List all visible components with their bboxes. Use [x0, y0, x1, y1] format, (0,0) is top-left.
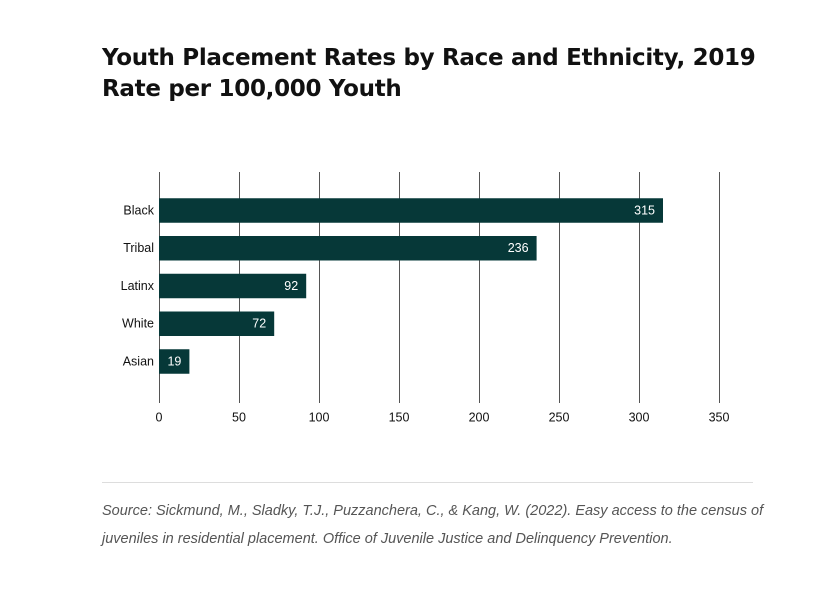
bar-value-label: 72 — [252, 317, 266, 331]
x-tick-label: 250 — [549, 410, 570, 424]
category-label: White — [122, 317, 154, 331]
bar-latinx — [159, 273, 307, 299]
bar-tribal — [159, 236, 537, 261]
x-tick-label: 100 — [309, 410, 330, 424]
bar-value-label: 19 — [167, 354, 181, 368]
chart-title: Youth Placement Rates by Race and Ethnic… — [102, 43, 762, 105]
source-line-2: juveniles in residential placement. Offi… — [102, 531, 673, 547]
bar-value-label: 236 — [508, 241, 529, 255]
source-line-1: Source: Sickmund, M., Sladky, T.J., Puzz… — [102, 503, 764, 519]
category-label: Asian — [123, 354, 154, 368]
x-tick-label: 0 — [156, 410, 163, 424]
bar-white — [159, 311, 275, 336]
bar-black — [159, 198, 663, 223]
category-label: Latinx — [121, 279, 155, 293]
x-tick-label: 200 — [469, 410, 490, 424]
x-tick-labels: 0 50 100 150 200 250 300 350 — [156, 410, 730, 424]
bar-chart: 315 236 92 72 19 Black Tribal Latinx White Asian… — [121, 172, 730, 424]
category-label: Black — [123, 203, 154, 217]
bar-value-label: 315 — [634, 203, 655, 217]
x-tick-label: 350 — [709, 410, 730, 424]
category-label: Tribal — [123, 241, 154, 255]
category-labels: Black Tribal Latinx White Asian — [121, 203, 155, 368]
chart-title-line-1: Youth Placement Rates by Race and Ethnic… — [102, 45, 756, 71]
x-tick-label: 50 — [232, 410, 246, 424]
bar-value-labels: 315 236 92 72 19 — [167, 203, 655, 368]
x-tick-label: 150 — [389, 410, 410, 424]
bar-asian — [159, 349, 190, 374]
x-tick-label: 300 — [629, 410, 650, 424]
bars — [159, 198, 663, 374]
bar-value-label: 92 — [284, 279, 298, 293]
source-citation: Source: Sickmund, M., Sladky, T.J., Puzz… — [102, 497, 764, 553]
divider — [102, 482, 753, 483]
chart-subtitle: Rate per 100,000 Youth — [102, 76, 402, 102]
